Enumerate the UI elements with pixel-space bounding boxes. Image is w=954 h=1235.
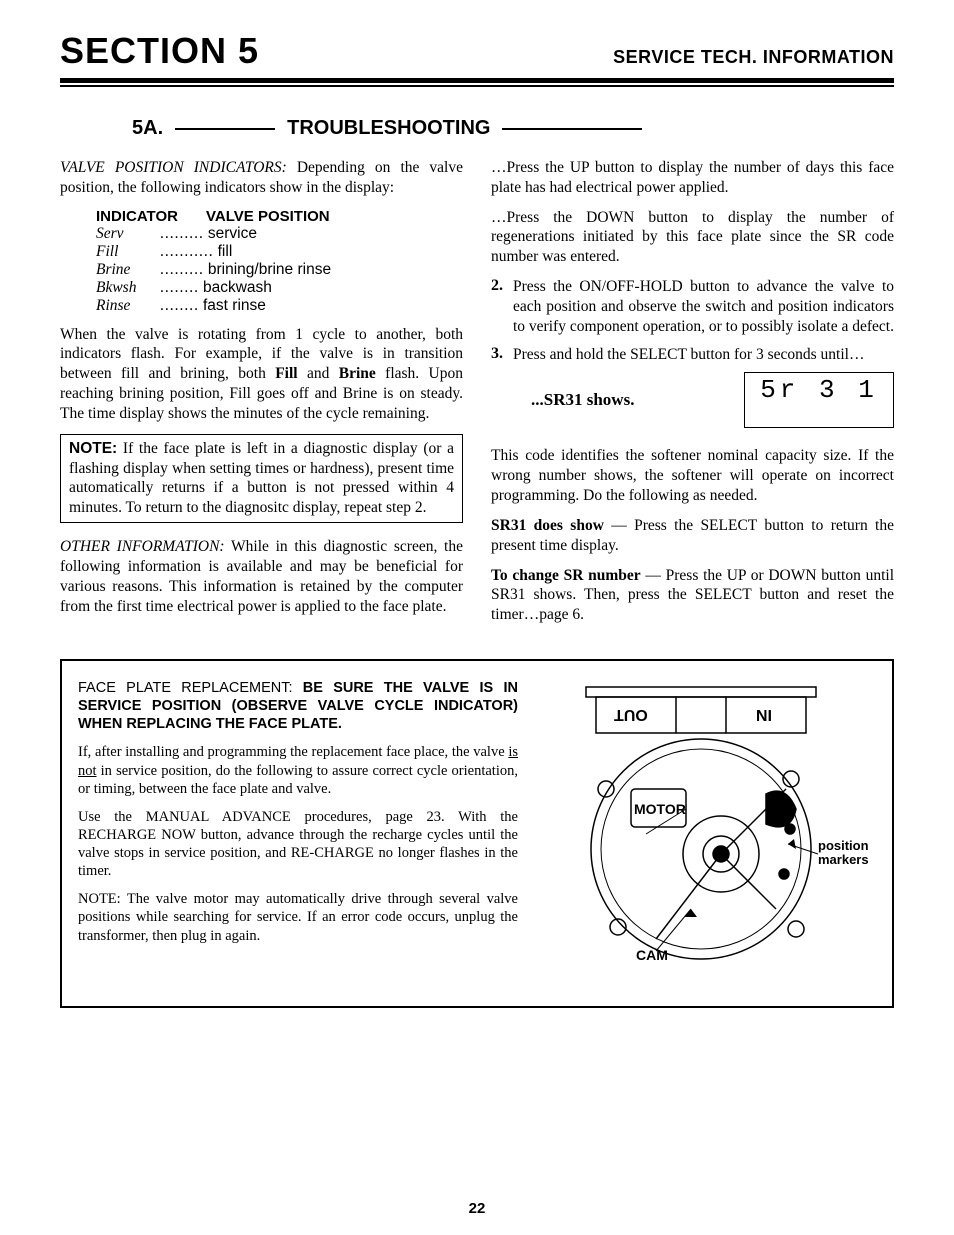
page-header: SECTION 5 SERVICE TECH. INFORMATION [60, 30, 894, 72]
faceplate-p1: If, after installing and programming the… [78, 743, 518, 797]
para-transition: When the valve is rotating from 1 cycle … [60, 325, 463, 424]
para-change-sr: To change SR number — Press the UP or DO… [491, 566, 894, 625]
table-row: Brine.........brining/brine rinse [96, 261, 463, 279]
lead-other-info: OTHER INFORMATION: [60, 538, 225, 555]
lead-valve-indicators: VALVE POSITION INDICATORS: [60, 159, 287, 176]
table-head-indicator: INDICATOR [96, 208, 206, 225]
label-motor: MOTOR [634, 801, 686, 817]
label-in: IN [756, 705, 772, 723]
faceplate-p3: NOTE: The valve motor may automatically … [78, 890, 518, 944]
para-code-identifies: This code identifies the softener nomina… [491, 446, 894, 505]
label-position-markers: position markers [818, 839, 869, 868]
section-subtitle: SERVICE TECH. INFORMATION [613, 47, 894, 68]
faceplate-p2: Use the MANUAL ADVANCE procedures, page … [78, 808, 518, 881]
label-cam: CAM [636, 947, 668, 963]
faceplate-box: FACE PLATE REPLACEMENT: BE SURE THE VALV… [60, 659, 894, 1008]
label-out: OUT [614, 705, 648, 723]
para-other-info: OTHER INFORMATION: While in this diagnos… [60, 537, 463, 616]
para-valve-indicators: VALVE POSITION INDICATORS: Depending on … [60, 158, 463, 198]
table-row: Serv.........service [96, 225, 463, 243]
faceplate-text: FACE PLATE REPLACEMENT: BE SURE THE VALV… [78, 679, 518, 994]
note-box: NOTE: If the face plate is left in a dia… [60, 434, 463, 523]
valve-diagram: OUT IN MOTOR CAM position markers [536, 679, 876, 994]
subhead-left: 5A. [120, 117, 175, 140]
step-list: 2.Press the ON/OFF-HOLD button to advanc… [491, 277, 894, 364]
section-title: SECTION 5 [60, 30, 259, 72]
header-rules [60, 78, 894, 87]
faceplate-heading: FACE PLATE REPLACEMENT: BE SURE THE VALV… [78, 679, 518, 733]
valve-diagram-svg [536, 679, 876, 989]
table-row: Fill...........fill [96, 243, 463, 261]
subhead: 5A. TROUBLESHOOTING [120, 117, 834, 140]
step-2: 2.Press the ON/OFF-HOLD button to advanc… [491, 277, 894, 336]
step-3: 3.Press and hold the SELECT button for 3… [491, 345, 894, 365]
para-sr31-shows: SR31 does show — Press the SELECT button… [491, 516, 894, 556]
para-down-button: …Press the DOWN button to display the nu… [491, 208, 894, 267]
table-row: Rinse........fast rinse [96, 297, 463, 315]
page-number: 22 [469, 1200, 486, 1217]
indicator-table: INDICATOR VALVE POSITION Serv.........se… [96, 208, 463, 315]
right-column: …Press the UP button to display the numb… [491, 158, 894, 635]
subhead-right: TROUBLESHOOTING [275, 117, 502, 140]
table-head-position: VALVE POSITION [206, 208, 330, 225]
left-column: VALVE POSITION INDICATORS: Depending on … [60, 158, 463, 635]
lcd-display: 5r 3 1 [744, 372, 894, 428]
para-up-button: …Press the UP button to display the numb… [491, 158, 894, 198]
sr31-row: ...SR31 shows. 5r 3 1 [491, 372, 894, 428]
table-row: Bkwsh........backwash [96, 279, 463, 297]
sr31-label: ...SR31 shows. [531, 390, 634, 410]
note-lead: NOTE: [69, 440, 117, 457]
